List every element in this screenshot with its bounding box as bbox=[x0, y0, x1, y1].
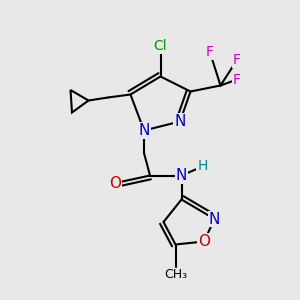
Text: O: O bbox=[110, 176, 122, 190]
Text: O: O bbox=[198, 234, 210, 249]
Text: F: F bbox=[206, 46, 214, 59]
Text: H: H bbox=[197, 160, 208, 173]
Text: N: N bbox=[176, 168, 187, 183]
Text: Cl: Cl bbox=[154, 40, 167, 53]
Text: F: F bbox=[233, 73, 241, 86]
Text: CH₃: CH₃ bbox=[164, 268, 187, 281]
Text: N: N bbox=[209, 212, 220, 226]
Text: N: N bbox=[138, 123, 150, 138]
Text: N: N bbox=[174, 114, 186, 129]
Text: F: F bbox=[233, 53, 241, 67]
